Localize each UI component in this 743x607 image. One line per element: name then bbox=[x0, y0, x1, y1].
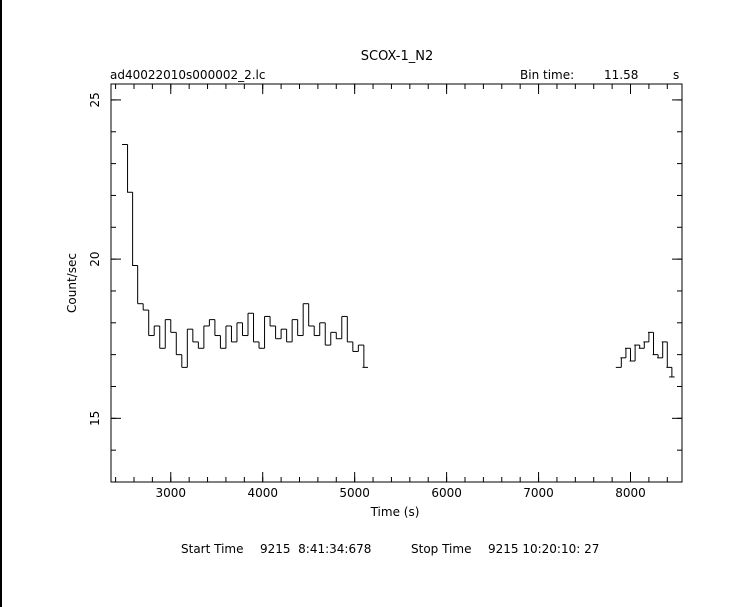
stop-time-value: 9215 10:20:10: 27 bbox=[488, 542, 599, 556]
x-tick-label: 5000 bbox=[339, 486, 370, 500]
y-axis-label: Count/sec bbox=[65, 253, 79, 313]
stop-time-label: Stop Time bbox=[411, 542, 471, 556]
bin-time-label: Bin time: bbox=[520, 68, 574, 82]
minor-ticks bbox=[111, 84, 682, 483]
x-tick-label: 6000 bbox=[431, 486, 462, 500]
y-tick-label: 15 bbox=[88, 411, 102, 426]
x-tick-label: 7000 bbox=[523, 486, 554, 500]
y-axis-ticks: 15 20 25 bbox=[88, 92, 682, 426]
start-time-label: Start Time bbox=[181, 542, 244, 556]
start-time-value: 9215 8:41:34:678 bbox=[260, 542, 371, 556]
x-axis-label: Time (s) bbox=[370, 505, 420, 519]
plot-frame bbox=[110, 83, 683, 483]
chart-title: SCOX-1_N2 bbox=[361, 49, 433, 64]
data-series bbox=[122, 143, 675, 378]
file-name-label: ad40022010s000002_2.lc bbox=[110, 68, 266, 82]
x-tick-label: 4000 bbox=[247, 486, 278, 500]
y-tick-label: 20 bbox=[88, 251, 102, 266]
x-tick-label: 8000 bbox=[615, 486, 646, 500]
window-left-edge bbox=[0, 0, 2, 607]
y-tick-label: 25 bbox=[88, 92, 102, 107]
bin-time-value: 11.58 bbox=[604, 68, 638, 82]
x-tick-label: 3000 bbox=[155, 486, 186, 500]
x-axis-ticks: 3000 4000 5000 6000 7000 8000 bbox=[155, 84, 646, 500]
bin-time-unit: s bbox=[673, 68, 679, 82]
